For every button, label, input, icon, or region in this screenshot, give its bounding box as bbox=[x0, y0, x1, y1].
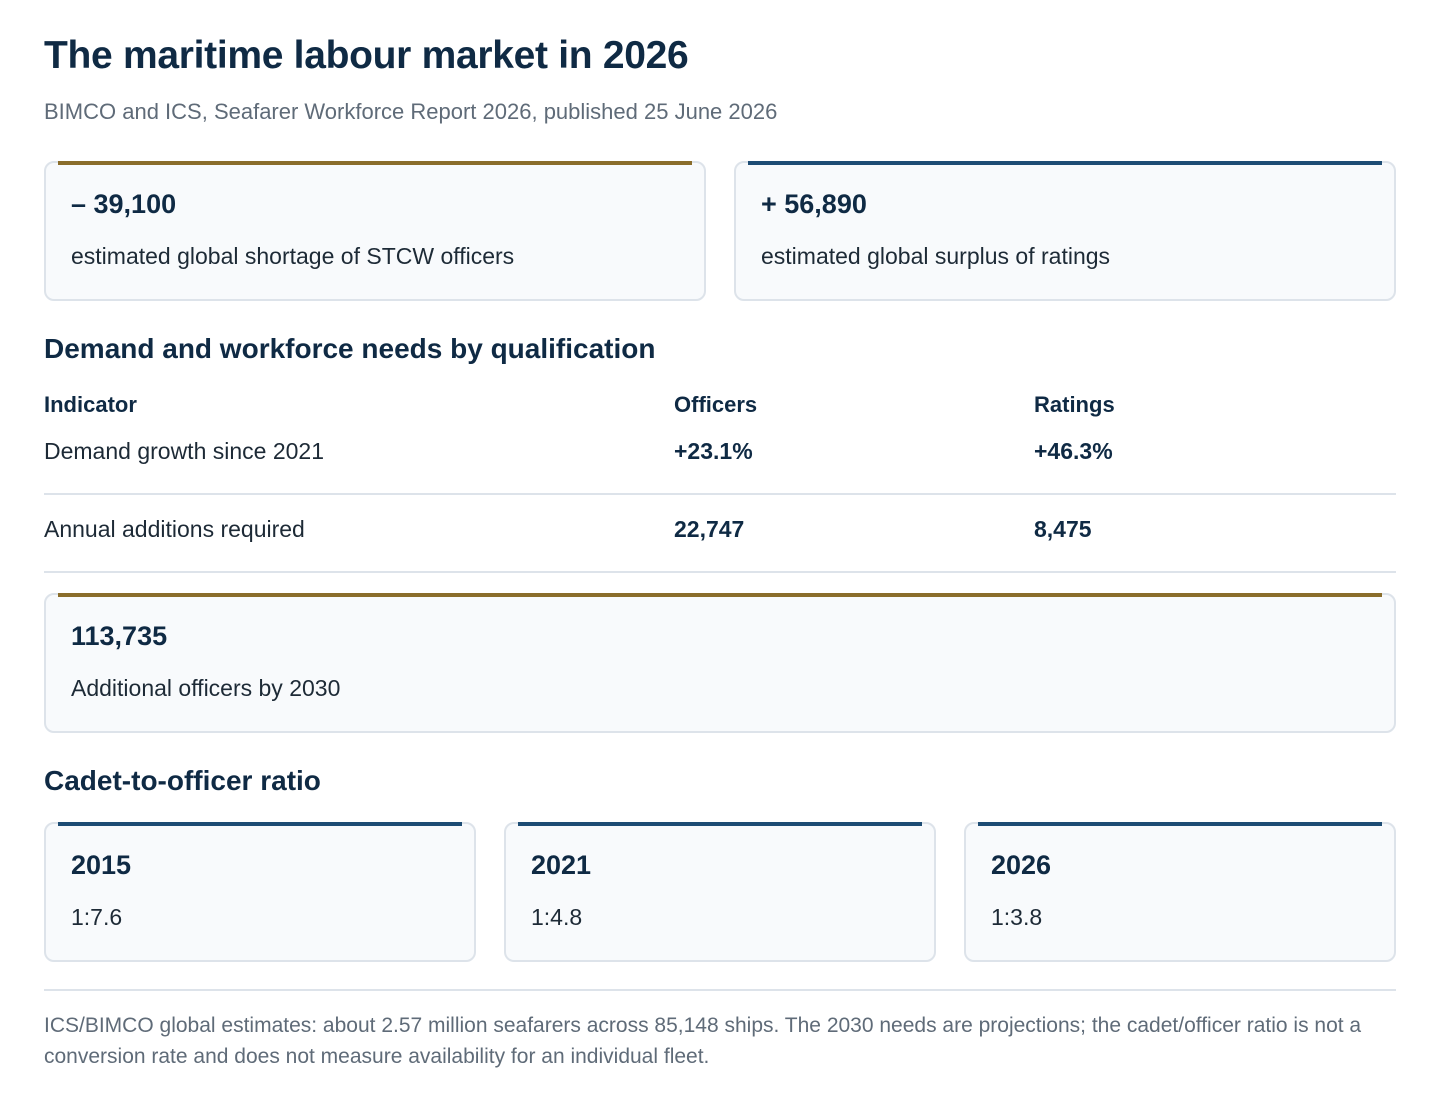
indicator-cell: Demand growth since 2021 bbox=[44, 438, 324, 464]
shortage-value: – 39,100 bbox=[71, 189, 177, 219]
ratio-section-heading: Cadet-to-officer ratio bbox=[44, 765, 321, 796]
surplus-card: + 56,890 estimated global surplus of rat… bbox=[734, 161, 1396, 301]
ratio-card-2026: 2026 1:3.8 bbox=[964, 822, 1396, 962]
ratio-year: 2021 bbox=[531, 850, 592, 880]
ratio-value: 1:4.8 bbox=[531, 904, 583, 930]
card-accent-bar bbox=[58, 593, 1382, 597]
footer-divider bbox=[44, 989, 1396, 991]
card-accent-bar bbox=[518, 822, 922, 826]
ratio-year: 2026 bbox=[991, 850, 1052, 880]
ratings-cell: 8,475 bbox=[1034, 516, 1092, 542]
card-accent-bar bbox=[748, 161, 1382, 165]
demand-section-heading: Demand and workforce needs by qualificat… bbox=[44, 333, 656, 364]
page-title: The maritime labour market in 2026 bbox=[44, 34, 689, 77]
surplus-value: + 56,890 bbox=[761, 189, 867, 219]
ratio-card-2015: 2015 1:7.6 bbox=[44, 822, 476, 962]
indicator-cell: Annual additions required bbox=[44, 516, 305, 542]
additional-officers-value: 113,735 bbox=[71, 621, 168, 651]
footnote: ICS/BIMCO global estimates: about 2.57 m… bbox=[44, 1014, 1362, 1068]
shortage-card: – 39,100 estimated global shortage of ST… bbox=[44, 161, 706, 301]
card-accent-bar bbox=[58, 822, 462, 826]
ratio-value: 1:7.6 bbox=[71, 904, 123, 930]
column-header-officers: Officers bbox=[674, 392, 758, 417]
card-accent-bar bbox=[58, 161, 692, 165]
card-accent-bar bbox=[978, 822, 1382, 826]
additional-officers-label: Additional officers by 2030 bbox=[71, 675, 341, 701]
ratio-value: 1:3.8 bbox=[991, 904, 1043, 930]
ratio-year: 2015 bbox=[71, 850, 132, 880]
additional-officers-card: 113,735 Additional officers by 2030 bbox=[44, 593, 1396, 733]
row-divider bbox=[44, 571, 1396, 573]
column-header-indicator: Indicator bbox=[44, 392, 137, 417]
page-subtitle: BIMCO and ICS, Seafarer Workforce Report… bbox=[44, 99, 778, 124]
officers-cell: 22,747 bbox=[674, 516, 745, 542]
ratio-card-2021: 2021 1:4.8 bbox=[504, 822, 936, 962]
column-header-ratings: Ratings bbox=[1034, 392, 1115, 417]
ratings-cell: +46.3% bbox=[1034, 438, 1113, 464]
officers-cell: +23.1% bbox=[674, 438, 753, 464]
surplus-label: estimated global surplus of ratings bbox=[761, 243, 1111, 269]
shortage-label: estimated global shortage of STCW office… bbox=[71, 243, 515, 269]
row-divider bbox=[44, 493, 1396, 495]
